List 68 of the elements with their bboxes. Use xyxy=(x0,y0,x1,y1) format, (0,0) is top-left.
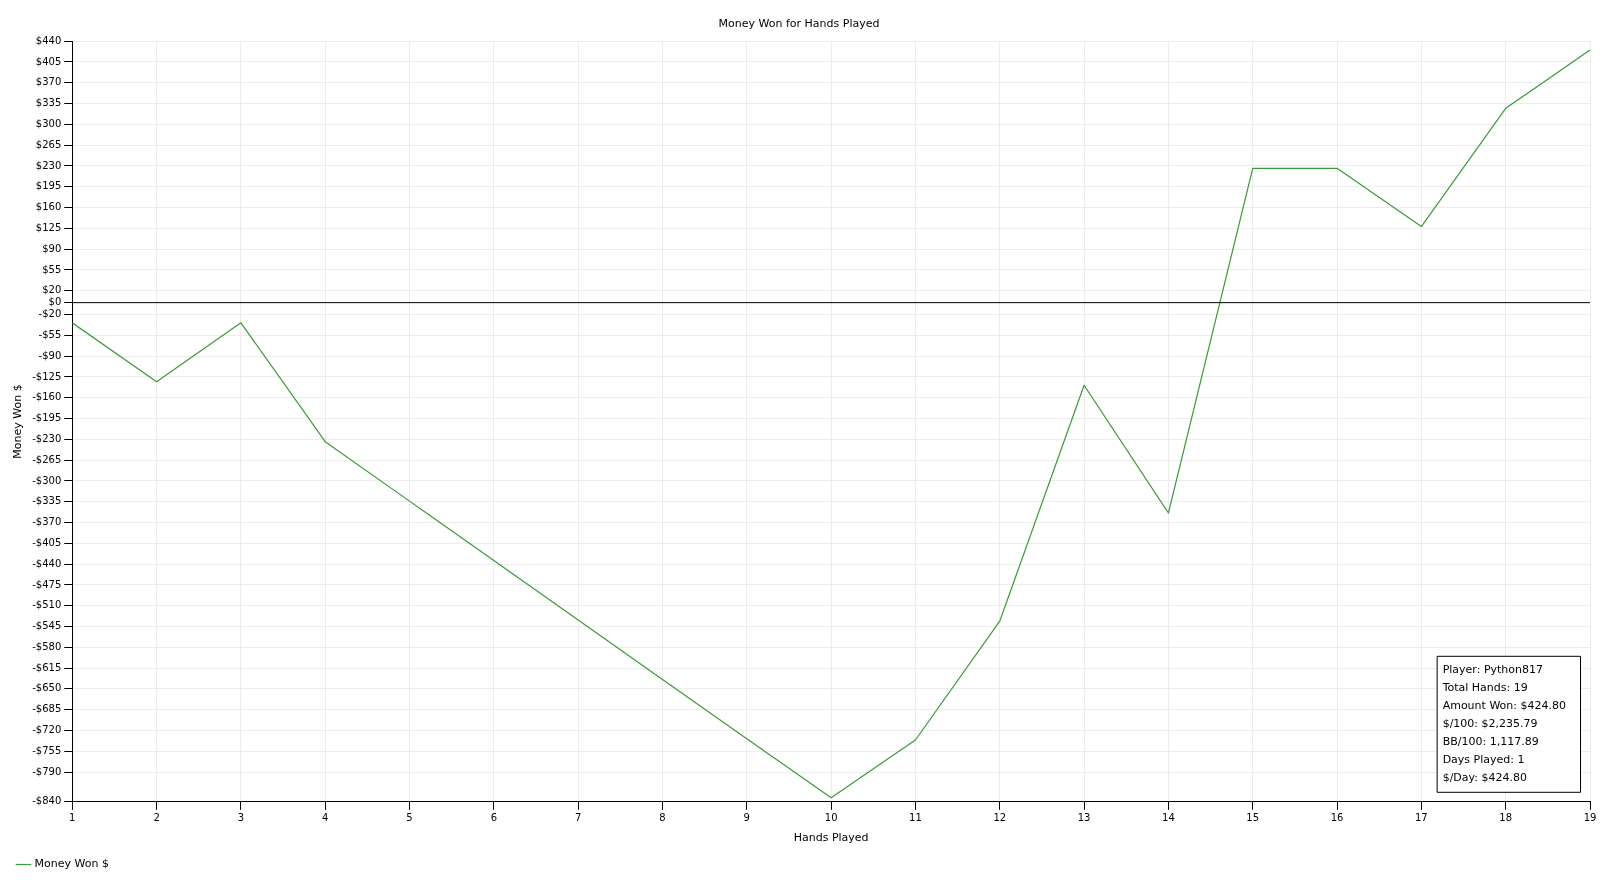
x-tick-label: 5 xyxy=(406,812,413,824)
y-tick-label: -$160 xyxy=(32,391,62,403)
y-tick-label: $55 xyxy=(42,263,62,275)
annotation: Days Played: 1 xyxy=(1442,752,1525,766)
y-tick-label: -$125 xyxy=(32,370,62,382)
annotation: $/Day: $424.80 xyxy=(1442,770,1527,784)
y-tick-label: -$790 xyxy=(32,765,62,777)
y-tick-label: $195 xyxy=(35,180,62,192)
y-tick-label: -$545 xyxy=(32,620,62,632)
y-tick-label: -$335 xyxy=(32,495,62,507)
y-tick-label: -$230 xyxy=(32,432,62,444)
x-tick-label: 15 xyxy=(1246,812,1260,824)
y-tick-label: -$580 xyxy=(32,640,62,652)
y-tick-label: $230 xyxy=(35,159,62,171)
annotation: Total Hands: 19 xyxy=(1441,680,1528,694)
y-tick-label: -$510 xyxy=(32,599,62,611)
x-tick-label: 13 xyxy=(1077,812,1091,824)
y-tick-label: $265 xyxy=(35,138,62,150)
y-tick-label: $370 xyxy=(35,76,62,88)
y-tick-label: -$475 xyxy=(32,578,62,590)
y-tick-label: $90 xyxy=(42,242,62,254)
x-axis-title: Hands Played xyxy=(793,831,869,845)
x-tick-label: 12 xyxy=(993,812,1007,824)
x-tick-label: 19 xyxy=(1583,812,1597,824)
annotation: Amount Won: $424.80 xyxy=(1442,698,1567,712)
x-tick-label: 6 xyxy=(490,812,498,824)
annotation: BB/100: 1,117.89 xyxy=(1442,734,1539,748)
y-tick-label: $160 xyxy=(35,201,62,213)
y-axis-title: Money Won $ xyxy=(11,384,25,459)
x-tick-label: 7 xyxy=(574,812,582,824)
y-tick-label: $335 xyxy=(35,97,62,109)
y-tick-label: $125 xyxy=(35,221,62,233)
y-tick-label: -$370 xyxy=(32,516,62,528)
x-tick-label: 10 xyxy=(824,812,838,824)
annotation: Player: Python817 xyxy=(1442,662,1544,676)
y-tick-label: -$55 xyxy=(38,328,62,340)
y-tick-label: $300 xyxy=(35,117,62,129)
x-tick-label: 18 xyxy=(1499,812,1513,824)
x-tick-label: 2 xyxy=(153,812,160,824)
y-tick-label: -$265 xyxy=(32,453,62,465)
x-tick-label: 14 xyxy=(1162,812,1175,824)
y-tick-label: -$840 xyxy=(32,795,62,807)
annotation: $/100: $2,235.79 xyxy=(1442,716,1538,730)
y-tick-label: -$405 xyxy=(32,536,62,548)
x-tick-label: 16 xyxy=(1330,812,1344,824)
y-tick-label: -$300 xyxy=(32,474,62,486)
x-tick-label: 11 xyxy=(909,812,922,824)
y-tick-label: -$440 xyxy=(32,557,62,569)
y-tick-label: -$20 xyxy=(38,308,62,320)
y-tick-label: $405 xyxy=(35,55,62,67)
y-tick-label: -$755 xyxy=(32,744,62,756)
chart-title: Money Won for Hands Played xyxy=(718,17,880,31)
x-tick-label: 8 xyxy=(659,812,666,824)
y-tick-label: -$650 xyxy=(32,682,62,694)
y-tick-label: -$90 xyxy=(38,349,62,361)
y-tick-label: -$720 xyxy=(32,724,62,736)
legend-label: Money Won $ xyxy=(34,857,109,871)
y-tick-label: $440 xyxy=(35,34,62,46)
x-tick-label: 4 xyxy=(322,812,329,824)
y-tick-label: -$195 xyxy=(32,412,62,424)
x-tick-label: 9 xyxy=(743,812,750,824)
y-tick-label: $20 xyxy=(42,284,62,296)
y-tick-label: -$615 xyxy=(32,661,62,673)
y-tick-label: -$685 xyxy=(32,703,62,715)
x-tick-label: 17 xyxy=(1414,812,1428,824)
y-tick-label: $0 xyxy=(48,296,62,308)
x-tick-label: 1 xyxy=(69,812,76,824)
x-tick-label: 3 xyxy=(237,812,245,824)
